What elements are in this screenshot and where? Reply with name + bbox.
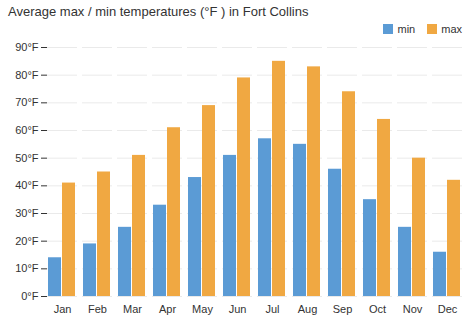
html-text:Average max / min temperatures: Average max / min temperatures (°F ) in … <box>8 4 309 19</box>
svg-text:40°F: 40°F <box>15 179 39 191</box>
svg-text:Jan: Jan <box>54 303 72 315</box>
svg-text:80°F: 80°F <box>15 69 39 81</box>
svg-text:0°F: 0°F <box>21 290 39 302</box>
svg-text:60°F: 60°F <box>15 124 39 136</box>
svg-text:Oct: Oct <box>369 303 386 315</box>
svg-text:Feb: Feb <box>88 303 107 315</box>
svg-text:Mar: Mar <box>123 303 142 315</box>
svg-text:30°F: 30°F <box>15 207 39 219</box>
svg-text:Sep: Sep <box>333 303 353 315</box>
html-text:max: max <box>441 23 462 35</box>
svg-text:Jul: Jul <box>265 303 279 315</box>
svg-text:50°F: 50°F <box>15 152 39 164</box>
svg-text:10°F: 10°F <box>15 262 39 274</box>
svg-text:20°F: 20°F <box>15 235 39 247</box>
svg-text:Jun: Jun <box>229 303 247 315</box>
html-text:min: min <box>397 23 416 35</box>
svg-text:May: May <box>192 303 213 315</box>
svg-text:Dec: Dec <box>438 303 458 315</box>
svg-text:Apr: Apr <box>159 303 176 315</box>
svg-text:Aug: Aug <box>298 303 318 315</box>
svg-text:Nov: Nov <box>403 303 423 315</box>
svg-text:70°F: 70°F <box>15 96 39 108</box>
svg-text:90°F: 90°F <box>15 41 39 53</box>
